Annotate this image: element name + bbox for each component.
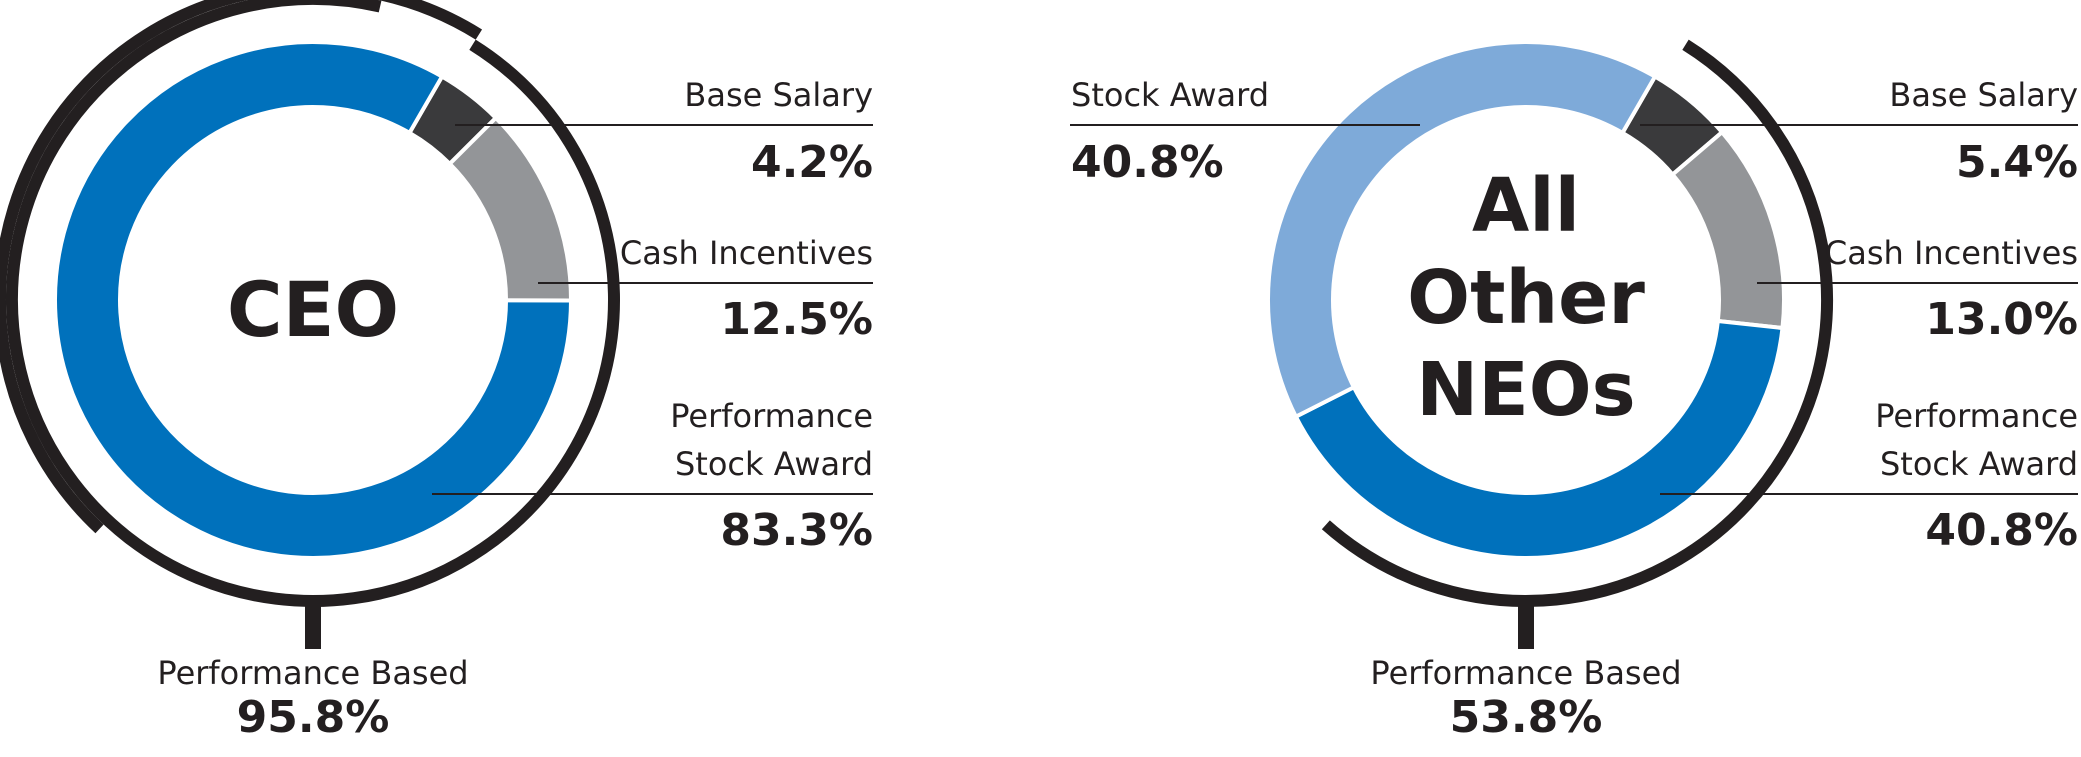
ceo-performance-based-value: 95.8% — [236, 692, 390, 743]
neo-base-salary-label: Base Salary — [1889, 76, 2078, 114]
ceo-base-salary-value: 4.2% — [750, 137, 873, 188]
neo-performance-based-bracket — [1321, 39, 1833, 607]
neo-performance-based-tick — [1518, 599, 1534, 649]
ceo-performance-based-bracket — [6, 0, 620, 607]
neo-cash-incentives-value: 13.0% — [1925, 294, 2078, 345]
neo-psa-label-line2: Stock Award — [1879, 445, 2078, 483]
neo-stock-award-value: 40.8% — [1071, 137, 1224, 188]
neo-center-line1: All — [1471, 163, 1580, 249]
ceo-center-title: CEO — [226, 265, 400, 354]
ceo-donut-chart — [0, 0, 620, 649]
neo-psa-value: 40.8% — [1925, 505, 2078, 556]
neo-psa-label-line1: Performance — [1875, 397, 2078, 435]
leader-lines — [432, 124, 2078, 495]
neo-slice-stock-award — [1266, 40, 1658, 420]
ceo-cash-incentives-label: Cash Incentives — [619, 234, 873, 272]
neo-performance-based-value: 53.8% — [1449, 692, 1603, 743]
neo-center-line2: Other — [1407, 255, 1645, 341]
ceo-psa-label-line1: Performance — [670, 397, 873, 435]
ceo-slice-cash-incentives — [446, 115, 573, 303]
ceo-cash-incentives-value: 12.5% — [720, 294, 873, 345]
ceo-performance-based-label: Performance Based — [157, 654, 469, 692]
neo-slice-cash-incentives — [1669, 129, 1786, 331]
neo-cash-incentives-label: Cash Incentives — [1824, 234, 2078, 272]
neo-performance-based-label: Performance Based — [1370, 654, 1682, 692]
ceo-psa-label-line2: Stock Award — [674, 445, 873, 483]
ceo-outer-ring-arc — [0, 0, 483, 534]
ceo-base-salary-label: Base Salary — [684, 76, 873, 114]
neo-center-title: All Other NEOs — [1386, 160, 1666, 436]
ceo-performance-based-tick — [305, 599, 321, 649]
ceo-slice-performance-stock-award — [53, 40, 574, 560]
neo-slice-performance-stock-award — [1293, 318, 1785, 560]
ceo-psa-value: 83.3% — [720, 505, 873, 556]
neo-base-salary-value: 5.4% — [1955, 137, 2078, 188]
neo-stock-award-label: Stock Award — [1071, 76, 1270, 114]
neo-center-line3: NEOs — [1416, 347, 1636, 433]
